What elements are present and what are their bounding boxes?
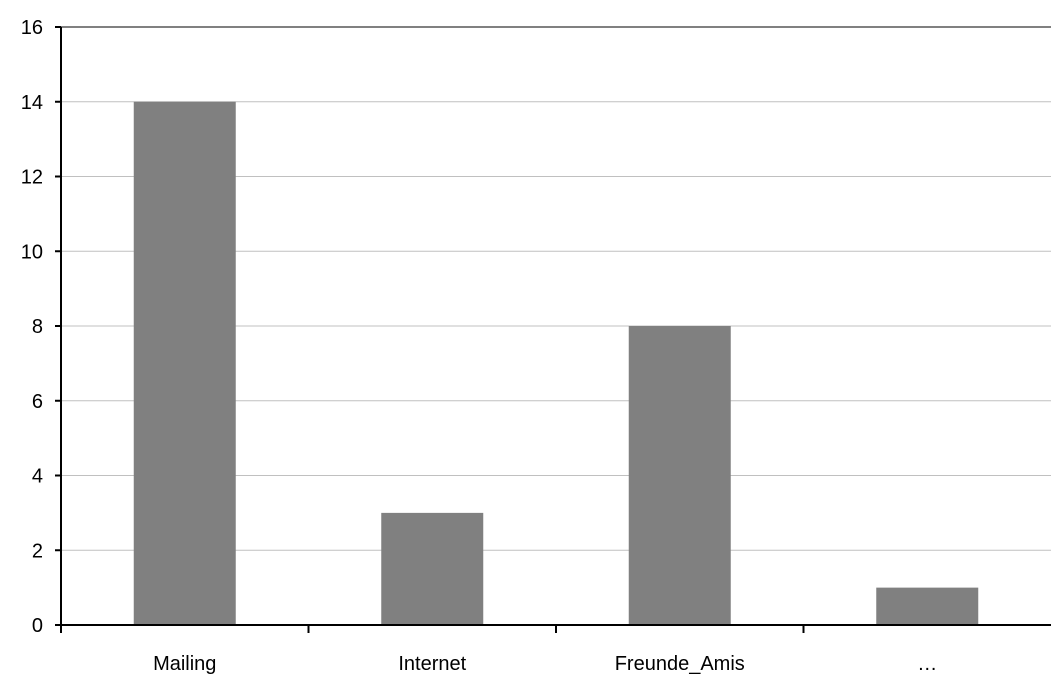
bar-2 bbox=[628, 326, 731, 625]
y-tick-label: 10 bbox=[21, 241, 43, 263]
y-tick-label: 2 bbox=[32, 540, 43, 562]
y-tick-label: 0 bbox=[32, 615, 43, 637]
x-tick-label: Mailing bbox=[153, 653, 216, 675]
bar-1 bbox=[381, 512, 484, 625]
y-tick-labels: 0 2 4 6 8 10 12 14 16 bbox=[21, 17, 43, 637]
y-tick-label: 16 bbox=[21, 17, 43, 39]
bar-0 bbox=[133, 101, 236, 625]
y-tick-label: 8 bbox=[32, 316, 43, 338]
y-tick-label: 6 bbox=[32, 391, 43, 413]
axes bbox=[55, 26, 1051, 633]
y-tick-label: 12 bbox=[21, 167, 43, 189]
bar-3 bbox=[876, 587, 979, 625]
x-tick-labels: Mailing Internet Freunde_Amis … bbox=[153, 653, 937, 675]
x-tick-label: Freunde_Amis bbox=[615, 653, 745, 675]
y-tick-label: 4 bbox=[32, 466, 43, 488]
bars bbox=[133, 101, 979, 625]
x-tick-label: … bbox=[917, 653, 937, 675]
y-tick-label: 14 bbox=[21, 92, 43, 114]
x-tick-label: Internet bbox=[398, 653, 466, 675]
